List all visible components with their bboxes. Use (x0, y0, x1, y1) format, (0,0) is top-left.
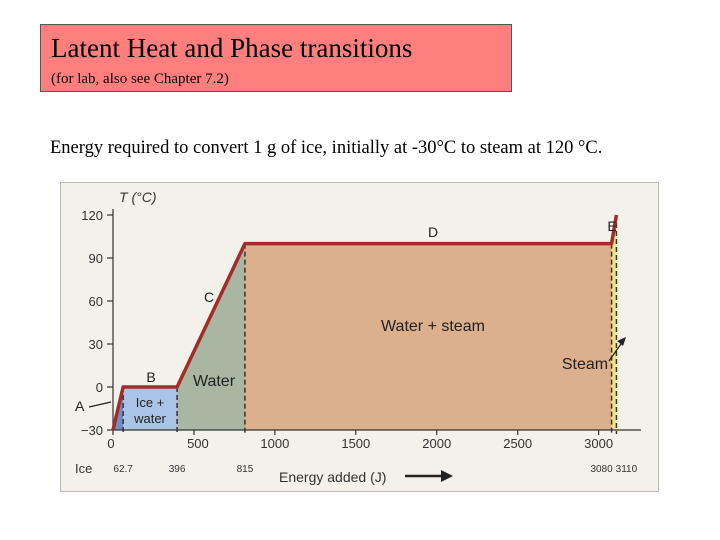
heating-curve (111, 214, 619, 431)
region-label-water: Water (193, 373, 236, 390)
region-1 (123, 387, 178, 430)
slide-title: Latent Heat and Phase transitions (51, 33, 413, 63)
slide-description: Energy required to convert 1 g of ice, i… (50, 138, 603, 158)
x-marker-label: 62.7 (113, 464, 133, 475)
region-label-ice: Ice (75, 461, 92, 476)
x-marker-label: 3080 (590, 464, 613, 475)
slide-subtitle: (for lab, also see Chapter 7.2) (51, 71, 229, 87)
region-4 (611, 215, 617, 430)
x-axis-arrow-head (441, 470, 453, 482)
x-tick-label: 1000 (260, 436, 289, 451)
phase-chart: −30 0 30 60 90 120 0 500 1000 1500 2000 2500 3000 62.… (75, 189, 641, 485)
x-tick-label: 0 (107, 436, 114, 451)
segment-label: D (428, 224, 438, 240)
x-marker-label: 3110 (616, 464, 638, 475)
region-label-ice-water: Ice + water (133, 395, 166, 426)
x-tick-label: 1500 (341, 436, 370, 451)
x-tick-label: 2500 (503, 436, 532, 451)
y-tick-label: 0 (96, 380, 103, 395)
region-label-line: Ice + (136, 395, 165, 410)
region-label-steam: Steam (562, 356, 608, 373)
x-marker-label: 815 (237, 464, 254, 475)
y-axis-title: T (°C) (119, 189, 156, 205)
segment-label: A (75, 398, 85, 414)
region-3 (244, 243, 612, 430)
region-2 (177, 243, 245, 430)
title-box: Latent Heat and Phase transitions (for l… (40, 24, 512, 92)
y-tick-label: 60 (89, 294, 103, 309)
segment-label: B (146, 369, 155, 385)
x-tick-label: 500 (187, 436, 209, 451)
y-tick-label: 30 (89, 337, 103, 352)
y-tick-label: 90 (89, 251, 103, 266)
region-label-water-steam: Water + steam (381, 318, 485, 335)
x-tick-label: 3000 (584, 436, 613, 451)
y-tick-label: −30 (81, 423, 103, 438)
x-tick-label: 2000 (422, 436, 451, 451)
segment-label: E (607, 218, 616, 234)
segment-label: C (204, 289, 214, 305)
segment-a-arrow (88, 401, 112, 408)
x-marker-label: 396 (169, 464, 186, 475)
y-tick-label: 120 (81, 208, 103, 223)
steam-arrow-head (617, 337, 626, 346)
region-label-line: water (133, 411, 166, 426)
chart-panel: −30 0 30 60 90 120 0 500 1000 1500 2000 2500 3000 62.… (60, 182, 659, 492)
x-axis-title: Energy added (J) (279, 469, 386, 485)
steam-arrow-shaft (608, 340, 624, 362)
